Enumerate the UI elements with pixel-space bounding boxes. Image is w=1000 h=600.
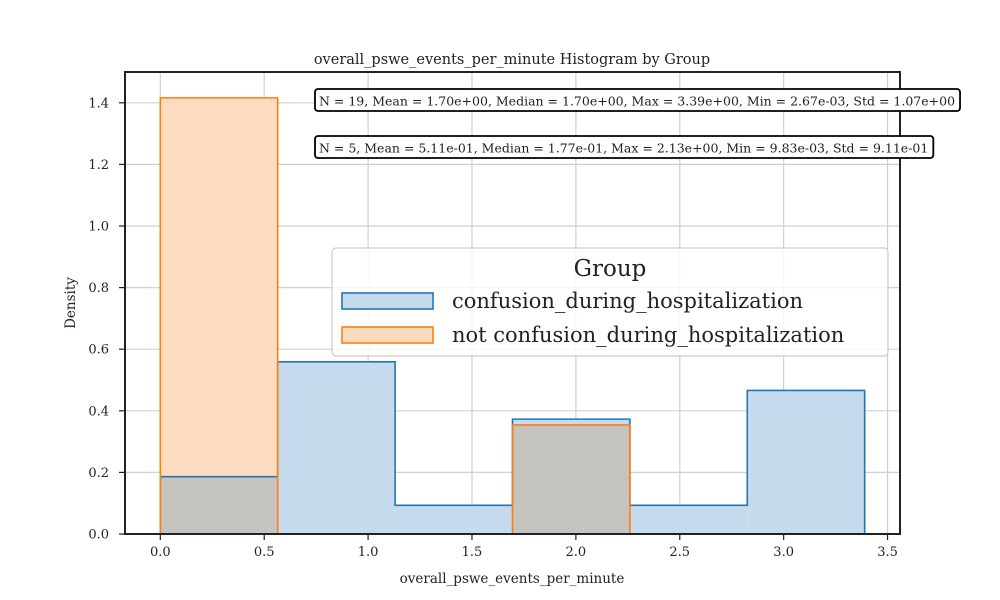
legend: Group confusion_during_hospitalizationnot… [331, 247, 889, 357]
stats-annotation-box [314, 135, 935, 159]
legend-label: not confusion_during_hospitalization [452, 323, 844, 347]
y-tick-label: 1.2 [88, 158, 109, 173]
stats-annotation-text: N = 5, Mean = 5.11e-01, Median = 1.77e-0… [319, 141, 928, 156]
histogram-bars [159, 97, 866, 535]
chart-title: overall_pswe_events_per_minute Histogram… [314, 52, 710, 68]
axes: 0.0 0.5 1.0 1.5 2.0 2.5 3.0 3.5 0.0 0.2 0.4 0.6 0.8 1… [88, 71, 901, 560]
y-tick-label: 0.4 [88, 404, 109, 419]
stats-annotation-text: N = 19, Mean = 1.70e+00, Median = 1.70e+… [319, 94, 955, 109]
y-tick-label: 1.0 [88, 220, 109, 235]
stats-annotation: N = 5, Mean = 5.11e-01, Median = 1.77e-0… [314, 135, 935, 159]
plot-frame [124, 71, 901, 535]
y-tick-label: 0.0 [88, 528, 109, 543]
stats-annotation-box [314, 88, 961, 112]
x-tick-label: 2.5 [669, 545, 690, 560]
x-tick-label: 2.0 [566, 545, 587, 560]
bar-fill-series-0 [629, 505, 748, 534]
y-tick-label: 0.6 [88, 343, 109, 358]
y-tick-label: 0.2 [88, 466, 109, 481]
y-tick-label: 0.8 [88, 281, 109, 296]
stats-annotations: N = 19, Mean = 1.70e+00, Median = 1.70e+… [314, 88, 961, 159]
x-tick-label: 0.5 [254, 545, 275, 560]
x-tick-label: 1.0 [358, 545, 379, 560]
legend-swatch [341, 292, 434, 310]
y-axis-label: Density [63, 277, 79, 329]
bar-overlap-fill [160, 476, 278, 534]
stats-annotation: N = 19, Mean = 1.70e+00, Median = 1.70e+… [314, 88, 961, 112]
x-axis-label: overall_pswe_events_per_minute [400, 571, 625, 587]
bar-fill-series-1 [160, 97, 278, 534]
bar-fill-series-0 [395, 505, 513, 534]
x-tick-label: 3.0 [773, 545, 794, 560]
bar-fill-series-0 [747, 390, 865, 534]
bar-fill-series-0 [277, 361, 396, 534]
legend-frame [331, 247, 889, 357]
x-tick-label: 0.0 [150, 545, 171, 560]
x-tick-label: 1.5 [462, 545, 483, 560]
legend-swatch [341, 326, 434, 344]
legend-title: Group [574, 256, 647, 282]
x-tick-label: 3.5 [877, 545, 898, 560]
y-tick-label: 1.4 [88, 96, 109, 111]
bar-overlap-fill [512, 424, 630, 534]
legend-label: confusion_during_hospitalization [452, 289, 803, 313]
